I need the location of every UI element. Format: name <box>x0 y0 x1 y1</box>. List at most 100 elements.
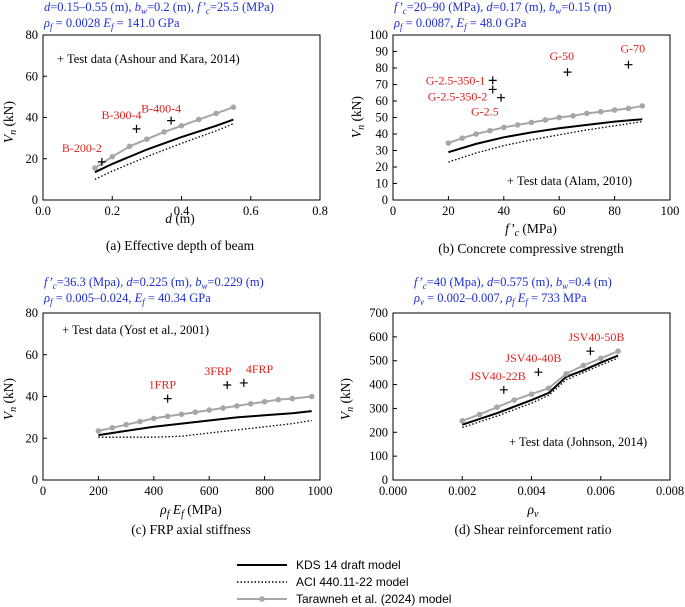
test-data-marker <box>239 378 248 387</box>
y-tick-label: 80 <box>26 28 39 42</box>
params-line-2: ρf = 0.0028 Ef = 141.0 GPa <box>43 16 180 32</box>
series-tarawneh-point <box>109 153 116 160</box>
x-tick-label: 80 <box>608 204 621 218</box>
x-tick-label: 800 <box>255 484 274 498</box>
legend: KDS 14 draft model ACI 440.11-22 model T… <box>237 558 451 606</box>
y-tick-label: 200 <box>369 425 388 439</box>
series-tarawneh-point <box>528 391 535 397</box>
series-tarawneh-point <box>144 136 150 142</box>
series-tarawneh-point <box>220 405 226 411</box>
y-tick-label: 30 <box>376 144 389 158</box>
x-tick-label: 0.002 <box>448 484 476 498</box>
test-point-label: B-200-2 <box>62 141 102 155</box>
series-tarawneh-point <box>123 421 129 428</box>
test-point-label: JSV40-50B <box>568 330 624 344</box>
x-tick-label: 60 <box>553 204 566 218</box>
x-axis-label: ρf Ef (MPa) <box>159 502 222 520</box>
panel-c: f’c=36.3 (Mpa), d=0.225 (m), bw=0.229 (m… <box>1 275 333 537</box>
legend-label-marker: Tarawneh et al. (2024) model <box>296 592 451 606</box>
y-tick-label: 60 <box>26 348 39 362</box>
series-tarawneh-point <box>230 104 237 110</box>
y-tick-label: 400 <box>369 378 388 392</box>
series-tarawneh-point <box>178 122 185 129</box>
x-tick-label: 200 <box>89 484 108 498</box>
y-axis-label: Vn (kN) <box>1 378 19 420</box>
test-data-marker <box>488 85 497 94</box>
y-tick-label: 80 <box>26 306 39 320</box>
test-data-marker <box>97 157 106 166</box>
y-tick-label: 40 <box>26 390 39 404</box>
legend-label-solid: KDS 14 draft model <box>296 558 401 572</box>
test-data-note: + Test data (Ashour and Kara, 2014) <box>57 52 240 66</box>
y-tick-label: 300 <box>369 401 388 415</box>
series-tarawneh-point <box>597 108 604 115</box>
params-line-2: ρf = 0.0087, Ef = 48.0 GPa <box>393 16 527 32</box>
test-data-marker <box>167 116 176 125</box>
params-line-1: f’c=40 (Mpa), d=0.575 (m), bw=0.4 (m) <box>414 275 612 291</box>
test-data-marker <box>563 68 572 77</box>
series-tarawneh-point <box>511 397 517 403</box>
x-tick-label: 0 <box>390 204 396 218</box>
y-tick-label: 80 <box>376 61 389 75</box>
y-axis-label: Vn (kN) <box>349 96 367 138</box>
series-tarawneh-point <box>501 124 507 131</box>
y-tick-label: 40 <box>376 127 389 141</box>
series-tarawneh-point <box>580 362 587 369</box>
series-tarawneh-point <box>178 411 185 418</box>
y-tick-label: 20 <box>376 160 389 174</box>
series-tarawneh-point <box>92 165 98 171</box>
y-tick-label: 100 <box>369 449 388 463</box>
series-tarawneh-point <box>570 113 576 119</box>
series-tarawneh-point <box>445 140 452 146</box>
y-tick-label: 0 <box>32 193 38 207</box>
panel-a: d=0.15–0.55 (m), bw=0.2 (m), f’c=25.5 (M… <box>1 0 328 253</box>
params-line-1: f’c=36.3 (Mpa), d=0.225 (m), bw=0.229 (m… <box>44 275 264 291</box>
series-tarawneh-point <box>275 396 282 403</box>
series-aci440-line <box>462 357 619 429</box>
test-data-marker <box>499 385 508 394</box>
series-tarawneh-point <box>151 415 157 422</box>
series-tarawneh-point <box>213 110 219 117</box>
series-tarawneh-point <box>126 143 133 150</box>
series-tarawneh-point <box>584 110 590 117</box>
test-data-marker <box>132 124 141 133</box>
y-tick-label: 0 <box>382 473 388 487</box>
series-tarawneh-point <box>308 393 315 400</box>
test-point-label: G-50 <box>550 49 575 63</box>
y-axis-label: Vn (kN) <box>338 378 356 420</box>
y-tick-label: 500 <box>369 354 388 368</box>
params-line-2: ρf = 0.005–0.024, Ef = 40.34 GPa <box>43 291 211 307</box>
series-tarawneh-point <box>615 348 621 354</box>
series-tarawneh-point <box>234 403 240 409</box>
test-point-label: G-2.5 <box>471 105 499 119</box>
series-kds14-line <box>94 118 234 174</box>
test-data-note: + Test data (Johnson, 2014) <box>509 435 647 449</box>
series-tarawneh-point <box>473 131 479 137</box>
x-axis-label: d (m) <box>165 211 195 226</box>
series-tarawneh-point <box>556 114 562 121</box>
test-data-note: + Test data (Alam, 2010) <box>507 174 632 188</box>
params-line-2: ρv = 0.002–0.007, ρf Ef = 733 MPa <box>413 291 587 307</box>
test-data-marker <box>223 381 232 390</box>
x-tick-label: 0.004 <box>517 484 546 498</box>
series-tarawneh-point <box>137 418 143 425</box>
y-tick-label: 700 <box>369 306 388 320</box>
series-tarawneh-point <box>625 105 632 112</box>
x-axis-label: f’c (MPa) <box>505 221 557 239</box>
series-tarawneh-point <box>597 355 604 362</box>
plot-frame <box>42 312 321 481</box>
x-tick-label: 1000 <box>308 484 333 498</box>
y-tick-label: 10 <box>376 177 389 191</box>
test-point-label: G-70 <box>620 42 645 56</box>
series-kds14-line <box>98 410 312 437</box>
x-tick-label: 0.4 <box>174 204 190 218</box>
series-tarawneh-point <box>494 404 500 411</box>
series-tarawneh-point <box>95 428 102 434</box>
test-point-label: G-2.5-350-1 <box>426 73 486 87</box>
panel-d: f’c=40 (Mpa), d=0.575 (m), bw=0.4 (m) ρv… <box>338 275 684 537</box>
x-tick-label: 600 <box>200 484 219 498</box>
y-tick-label: 0 <box>32 473 38 487</box>
test-data-marker <box>497 93 506 102</box>
test-data-marker <box>163 394 172 403</box>
